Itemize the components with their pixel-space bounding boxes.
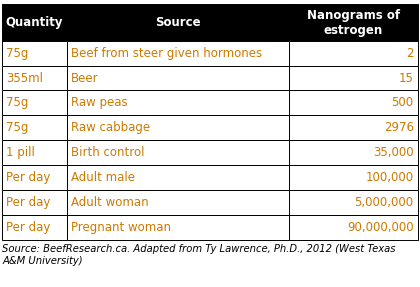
Text: 75g: 75g (6, 47, 29, 60)
Text: Source: BeefResearch.ca. Adapted from Ty Lawrence, Ph.D., 2012 (West Texas
A&M U: Source: BeefResearch.ca. Adapted from Ty… (2, 244, 396, 265)
Text: Raw cabbage: Raw cabbage (71, 121, 150, 134)
Text: Adult woman: Adult woman (71, 196, 148, 209)
Bar (289, 41, 418, 66)
Bar (2, 66, 66, 90)
Bar (66, 4, 289, 41)
Text: 500: 500 (391, 96, 414, 109)
Bar (2, 115, 66, 140)
Bar (66, 165, 289, 190)
Bar (289, 66, 418, 90)
Bar (2, 4, 66, 41)
Bar (289, 190, 418, 215)
Text: 2: 2 (406, 47, 414, 60)
Text: Beef from steer given hormones: Beef from steer given hormones (71, 47, 262, 60)
Text: Per day: Per day (6, 221, 51, 234)
Text: 35,000: 35,000 (373, 146, 414, 159)
Bar (2, 165, 66, 190)
Text: Per day: Per day (6, 171, 51, 184)
Text: Birth control: Birth control (71, 146, 144, 159)
Text: Pregnant woman: Pregnant woman (71, 221, 171, 234)
Text: Raw peas: Raw peas (71, 96, 127, 109)
Bar (66, 90, 289, 115)
Text: 2976: 2976 (384, 121, 414, 134)
Bar (2, 41, 66, 66)
Bar (2, 215, 66, 240)
Text: 15: 15 (399, 71, 414, 85)
Bar (2, 190, 66, 215)
Text: 100,000: 100,000 (365, 171, 414, 184)
Bar (289, 90, 418, 115)
Text: Adult male: Adult male (71, 171, 135, 184)
Text: Per day: Per day (6, 196, 51, 209)
Bar (66, 115, 289, 140)
Text: Nanograms of
estrogen: Nanograms of estrogen (307, 9, 400, 36)
Bar (66, 190, 289, 215)
Text: 1 pill: 1 pill (6, 146, 35, 159)
Text: Beer: Beer (71, 71, 98, 85)
Bar (66, 140, 289, 165)
Bar (66, 66, 289, 90)
Text: Quantity: Quantity (5, 16, 63, 29)
Bar (2, 140, 66, 165)
Bar (289, 140, 418, 165)
Bar (289, 4, 418, 41)
Bar (289, 215, 418, 240)
Bar (289, 165, 418, 190)
Text: 355ml: 355ml (6, 71, 43, 85)
Text: Source: Source (155, 16, 201, 29)
Text: 90,000,000: 90,000,000 (347, 221, 414, 234)
Text: 5,000,000: 5,000,000 (354, 196, 414, 209)
Text: 75g: 75g (6, 121, 29, 134)
Bar (2, 90, 66, 115)
Text: 75g: 75g (6, 96, 29, 109)
Bar (289, 115, 418, 140)
Bar (66, 41, 289, 66)
Bar (66, 215, 289, 240)
